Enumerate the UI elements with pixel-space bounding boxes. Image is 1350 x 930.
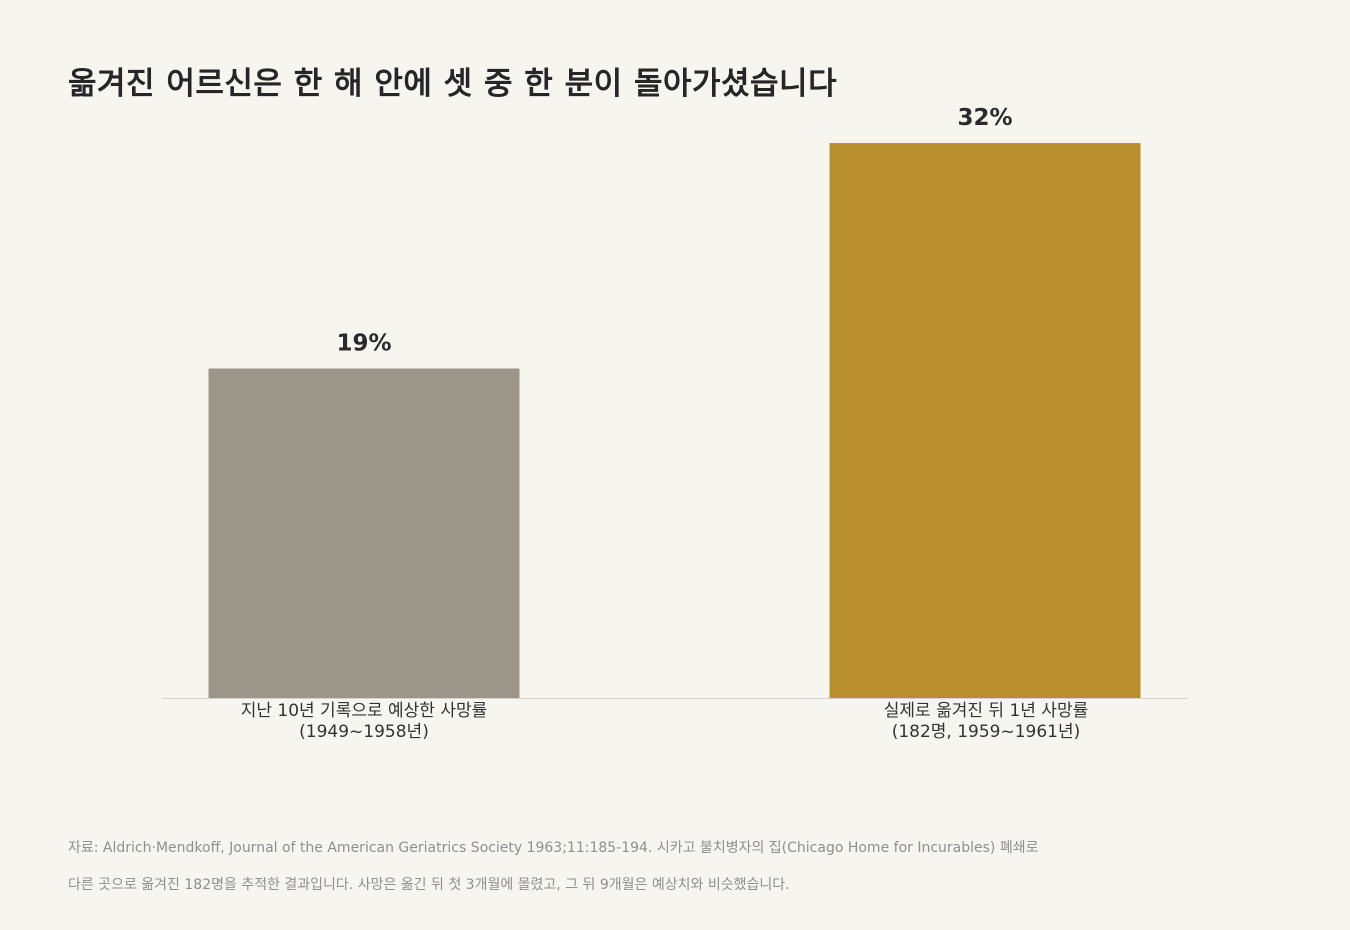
chart-title: 옮겨진 어르신은 한 해 안에 셋 중 한 분이 돌아가셨습니다: [68, 66, 838, 102]
category-label-expected-line1: 지난 10년 기록으로 예상한 사망률: [240, 701, 488, 721]
category-label-actual: 실제로 옮겨진 뒤 1년 사망률 (182명, 1959~1961년): [806, 701, 1166, 743]
data-label-actual: 32%: [957, 105, 1012, 131]
category-label-expected-line2: (1949~1958년): [299, 722, 429, 742]
category-label-actual-line2: (182명, 1959~1961년): [891, 722, 1081, 742]
source-note: 자료: Aldrich·Mendkoff, Journal of the Ame…: [68, 830, 1168, 904]
bar-actual: [829, 143, 1141, 698]
source-note-line2: 다른 곳으로 옮겨진 182명을 추적한 결과입니다. 사망은 옮긴 뒤 첫 3…: [68, 877, 790, 893]
category-label-actual-line1: 실제로 옮겨진 뒤 1년 사망률: [883, 701, 1089, 721]
data-label-expected: 19%: [336, 330, 391, 356]
bar-expected: [208, 368, 520, 698]
category-label-expected: 지난 10년 기록으로 예상한 사망률 (1949~1958년): [184, 701, 544, 743]
source-note-line1: 자료: Aldrich·Mendkoff, Journal of the Ame…: [68, 840, 1039, 856]
